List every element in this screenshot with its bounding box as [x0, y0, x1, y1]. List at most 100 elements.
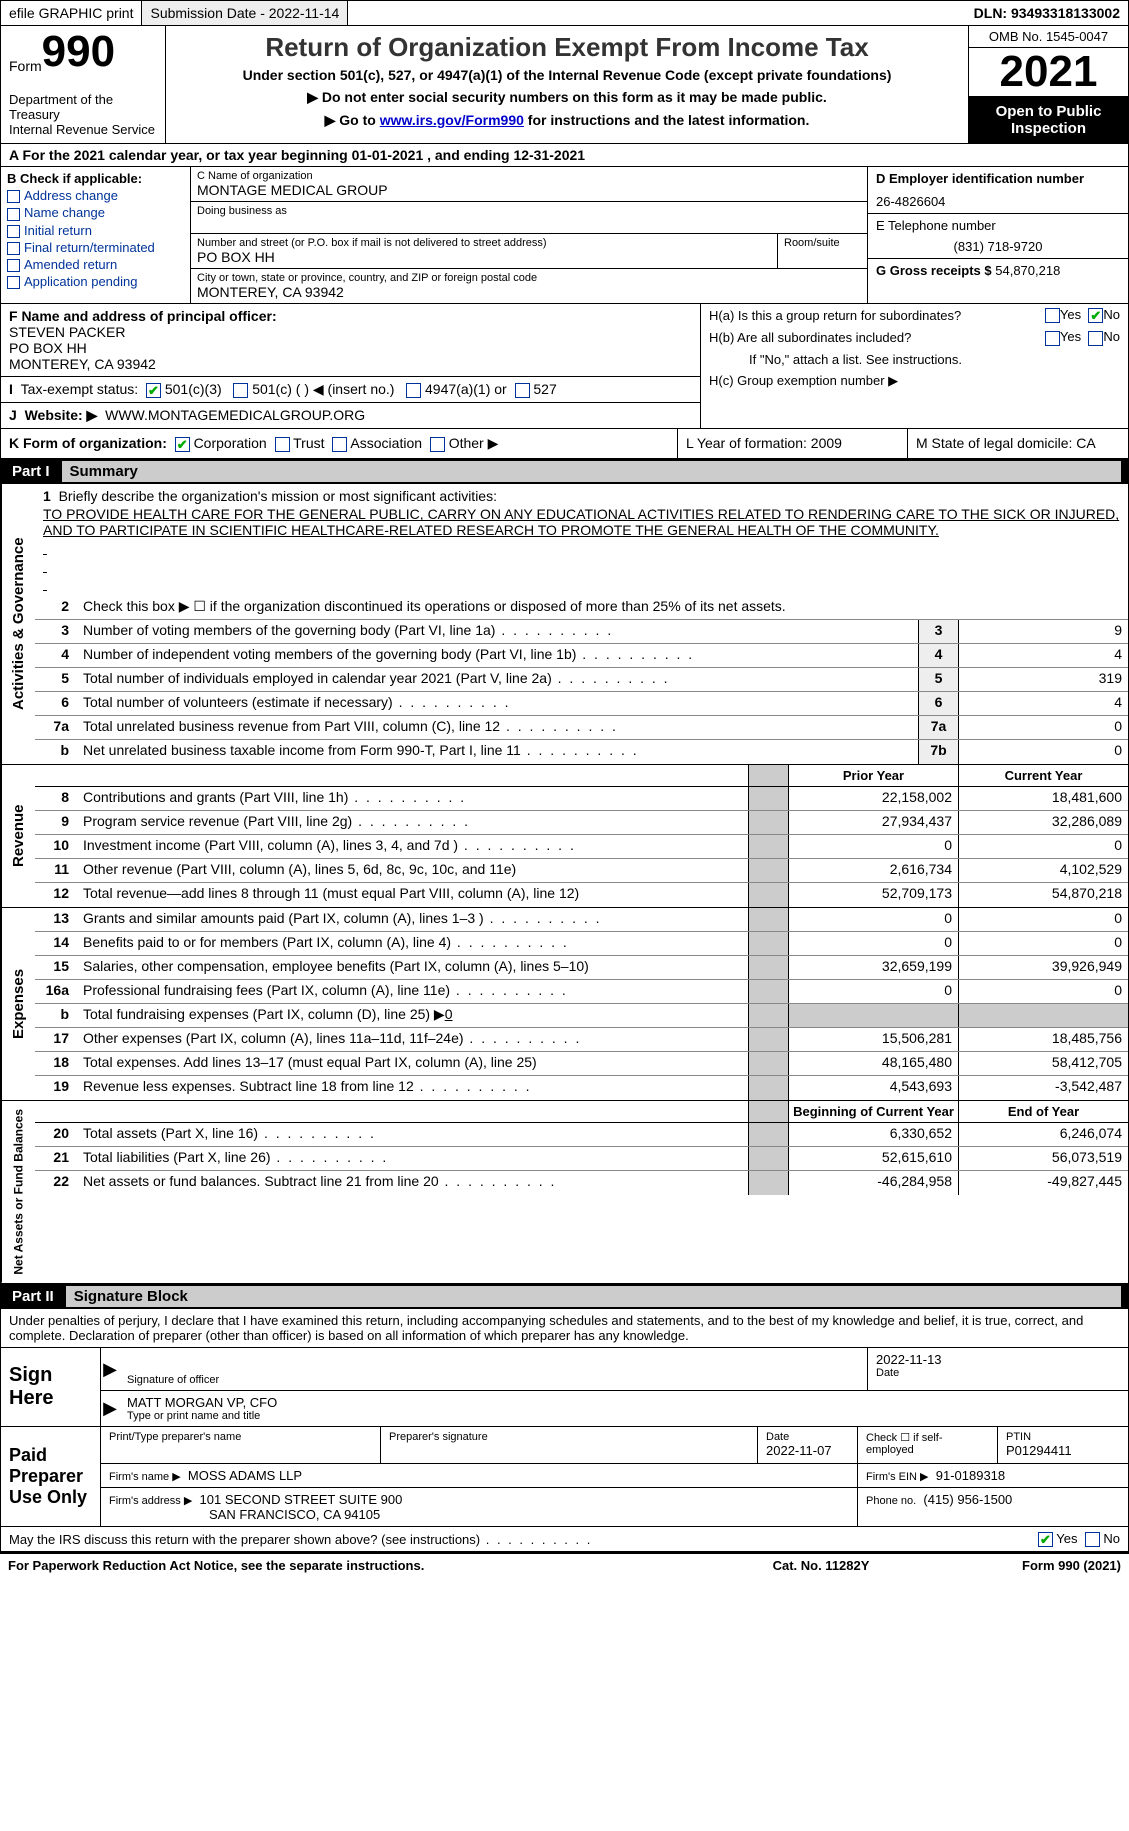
- hb-no[interactable]: [1088, 331, 1103, 346]
- gross-label: G Gross receipts $: [876, 263, 992, 278]
- line-11: 11Other revenue (Part VIII, column (A), …: [35, 859, 1128, 883]
- block-fh: F Name and address of principal officer:…: [0, 304, 1129, 429]
- irs-yes[interactable]: [1038, 1532, 1053, 1547]
- irs-no[interactable]: [1085, 1532, 1100, 1547]
- cb-association[interactable]: [332, 437, 347, 452]
- paperwork-notice: For Paperwork Reduction Act Notice, see …: [8, 1558, 721, 1573]
- hb-yes[interactable]: [1045, 331, 1060, 346]
- line-9: 9Program service revenue (Part VIII, lin…: [35, 811, 1128, 835]
- officer-name-title: MATT MORGAN VP, CFO: [127, 1395, 1120, 1410]
- cb-501c3[interactable]: [146, 383, 161, 398]
- cat-number: Cat. No. 11282Y: [721, 1558, 921, 1573]
- line-15: 15Salaries, other compensation, employee…: [35, 956, 1128, 980]
- topbar: efile GRAPHIC print Submission Date - 20…: [0, 0, 1129, 26]
- hb-label: H(b) Are all subordinates included?: [709, 330, 1045, 345]
- cb-initial-return[interactable]: Initial return: [21, 223, 184, 238]
- line-6: 6Total number of volunteers (estimate if…: [35, 692, 1128, 716]
- form-page: Form 990 (2021): [921, 1558, 1121, 1573]
- line-12: 12Total revenue—add lines 8 through 11 (…: [35, 883, 1128, 907]
- firm-ein: 91-0189318: [936, 1468, 1005, 1483]
- ha-label: H(a) Is this a group return for subordin…: [709, 308, 1045, 323]
- city-value: MONTEREY, CA 93942: [197, 284, 861, 300]
- firm-addr-label: Firm's address ▶: [109, 1495, 192, 1507]
- cb-527[interactable]: [515, 383, 530, 398]
- efile-label: efile GRAPHIC print: [1, 1, 142, 25]
- form-header: Form 990 Department of the Treasury Inte…: [0, 26, 1129, 144]
- sig-officer-label: Signature of officer: [127, 1374, 859, 1386]
- cb-final-return[interactable]: Final return/terminated: [21, 240, 184, 255]
- line-19: 19Revenue less expenses. Subtract line 1…: [35, 1076, 1128, 1100]
- cb-application-pending[interactable]: Application pending: [21, 274, 184, 289]
- firm-name-label: Firm's name ▶: [109, 1471, 181, 1483]
- header-center: Return of Organization Exempt From Incom…: [166, 26, 968, 143]
- open-to-public: Open to Public Inspection: [969, 97, 1128, 143]
- box-d: D Employer identification number 26-4826…: [868, 167, 1128, 303]
- may-irs-discuss: May the IRS discuss this return with the…: [1, 1526, 1128, 1551]
- section-expenses: Expenses 13Grants and similar amounts pa…: [0, 908, 1129, 1101]
- ssn-note: Do not enter social security numbers on …: [172, 89, 962, 106]
- city-label: City or town, state or province, country…: [197, 272, 861, 284]
- line-17: 17Other expenses (Part IX, column (A), l…: [35, 1028, 1128, 1052]
- ha-no[interactable]: [1088, 308, 1103, 323]
- line-22: 22Net assets or fund balances. Subtract …: [35, 1171, 1128, 1195]
- block-bcd: B Check if applicable: Address change Na…: [0, 167, 1129, 304]
- dept-irs: Internal Revenue Service: [9, 122, 161, 137]
- hb-note: If "No," attach a list. See instructions…: [709, 352, 1120, 367]
- sign-here-row: Sign Here ▶ Signature of officer 2022-11…: [1, 1347, 1128, 1426]
- form-title: Return of Organization Exempt From Incom…: [172, 32, 962, 63]
- prep-name-label: Print/Type preparer's name: [109, 1431, 372, 1443]
- section-governance: Activities & Governance 1 Briefly descri…: [0, 484, 1129, 765]
- ein-label: D Employer identification number: [876, 171, 1120, 186]
- website-value: WWW.MONTAGEMEDICALGROUP.ORG: [105, 407, 365, 423]
- dept-treasury: Department of the Treasury: [9, 92, 161, 122]
- dba-label: Doing business as: [197, 205, 861, 217]
- page-footer: For Paperwork Reduction Act Notice, see …: [0, 1552, 1129, 1577]
- line-14: 14Benefits paid to or for members (Part …: [35, 932, 1128, 956]
- officer-name: STEVEN PACKER: [9, 324, 692, 340]
- cb-corporation[interactable]: [175, 437, 190, 452]
- ha-yes[interactable]: [1045, 308, 1060, 323]
- cb-trust[interactable]: [275, 437, 290, 452]
- paid-preparer-label: Paid Preparer Use Only: [1, 1427, 101, 1526]
- col-h: H(a) Is this a group return for subordin…: [701, 304, 1128, 428]
- ein-value: 26-4826604: [876, 194, 1120, 209]
- org-name: MONTAGE MEDICAL GROUP: [197, 182, 861, 198]
- name-title-label: Type or print name and title: [127, 1410, 1120, 1422]
- self-employed: Check ☐ if self-employed: [866, 1431, 989, 1456]
- hc-label: H(c) Group exemption number ▶: [709, 373, 1120, 389]
- omb-number: OMB No. 1545-0047: [969, 26, 1128, 48]
- principal-officer: F Name and address of principal officer:…: [1, 304, 700, 377]
- phone-value: (415) 956-1500: [923, 1492, 1012, 1507]
- officer-addr2: MONTEREY, CA 93942: [9, 356, 692, 372]
- line-7a: 7aTotal unrelated business revenue from …: [35, 716, 1128, 740]
- cb-4947[interactable]: [406, 383, 421, 398]
- line-3: 3Number of voting members of the governi…: [35, 620, 1128, 644]
- rev-col-headers: Prior Year Current Year: [35, 765, 1128, 787]
- addr-value: PO BOX HH: [197, 249, 771, 265]
- cb-501c[interactable]: [233, 383, 248, 398]
- tax-year: 2021: [969, 48, 1128, 97]
- col-f: F Name and address of principal officer:…: [1, 304, 701, 428]
- sig-declaration: Under penalties of perjury, I declare th…: [1, 1309, 1128, 1347]
- cb-other[interactable]: [430, 437, 445, 452]
- form-of-org: K Form of organization: Corporation Trus…: [1, 429, 678, 458]
- goto-note: ▶ Go to www.irs.gov/Form990 for instruct…: [172, 112, 962, 129]
- header-right: OMB No. 1545-0047 2021 Open to Public In…: [968, 26, 1128, 143]
- mission-text: TO PROVIDE HEALTH CARE FOR THE GENERAL P…: [43, 506, 1120, 538]
- section-revenue: Revenue Prior Year Current Year 8Contrib…: [0, 765, 1129, 908]
- irs-link[interactable]: www.irs.gov/Form990: [380, 112, 524, 128]
- line-8: 8Contributions and grants (Part VIII, li…: [35, 787, 1128, 811]
- box-b-header: B Check if applicable:: [7, 171, 184, 186]
- officer-addr1: PO BOX HH: [9, 340, 692, 356]
- box-c: C Name of organization MONTAGE MEDICAL G…: [191, 167, 868, 303]
- website-row: J Website: ▶ WWW.MONTAGEMEDICALGROUP.ORG: [1, 403, 700, 428]
- cb-name-change[interactable]: Name change: [21, 205, 184, 220]
- line-16a: 16aProfessional fundraising fees (Part I…: [35, 980, 1128, 1004]
- cb-address-change[interactable]: Address change: [21, 188, 184, 203]
- net-col-headers: Beginning of Current Year End of Year: [35, 1101, 1128, 1123]
- line-21: 21Total liabilities (Part X, line 26)52,…: [35, 1147, 1128, 1171]
- line-1: 1 Briefly describe the organization's mi…: [35, 484, 1128, 596]
- line-2: 2 Check this box ▶ ☐ if the organization…: [35, 596, 1128, 620]
- cb-amended-return[interactable]: Amended return: [21, 257, 184, 272]
- tab-revenue: Revenue: [1, 765, 35, 907]
